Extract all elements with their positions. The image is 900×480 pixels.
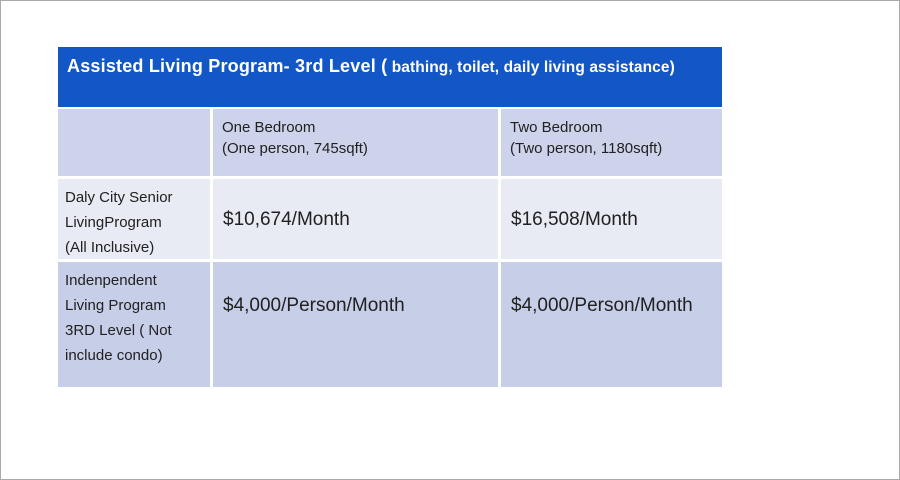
table-title: Assisted Living Program- 3rd Level (: [67, 56, 388, 76]
row-label-independent-program: Indenpendent Living Program 3RD Level ( …: [58, 262, 210, 387]
row-label-daly-city-program: Daly City Senior LivingProgram (All Incl…: [58, 179, 210, 259]
price-independent-two-bedroom: $4,000/Person/Month: [501, 262, 722, 387]
price-daly-city-two-bedroom: $16,508/Month: [501, 179, 722, 259]
table-title-subtext: bathing, toilet, daily living assistance…: [387, 59, 675, 76]
price-independent-one-bedroom: $4,000/Person/Month: [213, 262, 498, 387]
price-daly-city-one-bedroom: $10,674/Month: [213, 179, 498, 259]
pricing-table: One Bedroom (One person, 745sqft) Two Be…: [58, 109, 722, 387]
corner-empty-cell: [58, 109, 210, 176]
column-header-one-bedroom: One Bedroom (One person, 745sqft): [213, 109, 498, 176]
table-title-bar: Assisted Living Program- 3rd Level ( bat…: [58, 47, 722, 107]
column-header-two-bedroom: Two Bedroom (Two person, 1180sqft): [501, 109, 722, 176]
